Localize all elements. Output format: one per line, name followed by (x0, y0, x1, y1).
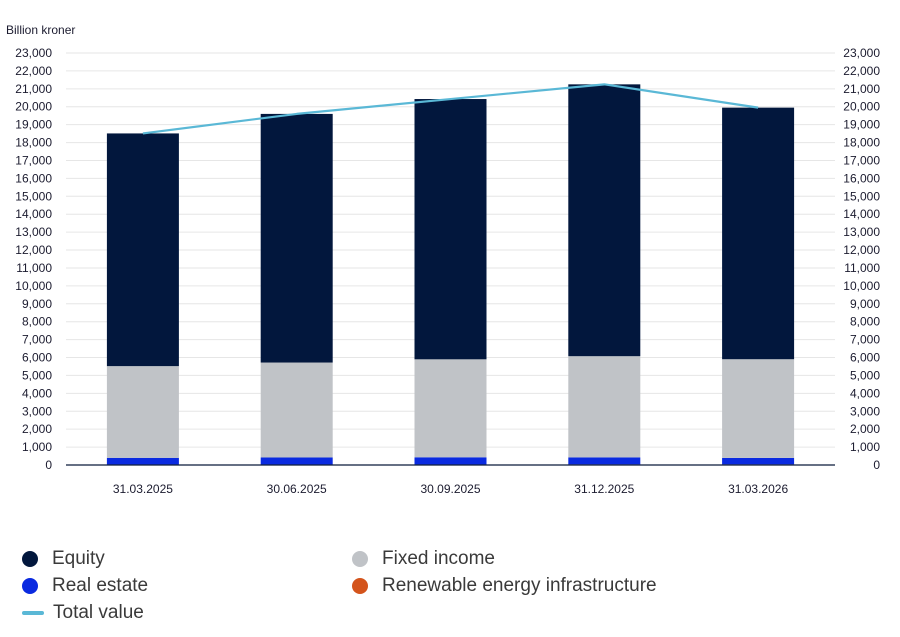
y-tick-label-right: 23,000 (843, 46, 880, 60)
equity-swatch (22, 551, 38, 567)
legend-item-fixed-income[interactable]: Fixed income (352, 548, 495, 570)
bar-segment-equity (106, 133, 179, 367)
stacked-bar-chart: Billion kroner 0 1,000 2,000 3,000 4,000 5,00… (6, 23, 880, 496)
y-tick-label-right: 2,000 (850, 422, 880, 436)
legend-label: Equity (52, 548, 105, 569)
bar-segment-fixed-income (722, 359, 795, 458)
y-tick-label-right: 12,000 (843, 243, 880, 257)
y-tick-label-right: 16,000 (843, 171, 880, 185)
y-tick-label-left: 5,000 (22, 368, 52, 382)
bars (66, 84, 835, 466)
legend-item-renewable-energy[interactable]: Renewable energy infrastructure (352, 575, 657, 597)
bar-segment-fixed-income (568, 356, 641, 458)
y-tick-label-right: 21,000 (843, 82, 880, 96)
y-tick-label-right: 15,000 (843, 189, 880, 203)
y-tick-label-right: 4,000 (850, 386, 880, 400)
bar-segment-fixed-income (260, 362, 333, 458)
y-tick-label-right: 22,000 (843, 64, 880, 78)
legend-label: Renewable energy infrastructure (382, 575, 657, 596)
y-ticks-right: 0 1,000 2,000 3,000 4,000 5,000 6,000 7,000 8,00… (843, 46, 880, 472)
y-tick-label-right: 14,000 (843, 207, 880, 221)
y-tick-label-right: 8,000 (850, 315, 880, 329)
bar-segment-real-estate (568, 457, 641, 465)
y-tick-label-left: 3,000 (22, 404, 52, 418)
y-tick-label-left: 21,000 (15, 82, 52, 96)
bar-segment-real-estate (106, 457, 179, 465)
total-value-swatch (22, 611, 44, 615)
total-value-line-path (142, 83, 759, 135)
legend-label: Fixed income (382, 548, 495, 569)
y-tick-label-left: 4,000 (22, 386, 52, 400)
bar-segment-equity (414, 99, 487, 360)
y-tick-label-left: 15,000 (15, 189, 52, 203)
bar-segment-equity (722, 107, 795, 360)
legend-label: Total value (53, 602, 144, 623)
renewable-energy-swatch (352, 578, 368, 594)
legend-item-equity[interactable]: Equity (22, 548, 105, 570)
x-tick-label: 31.03.2025 (113, 482, 173, 496)
y-axis-label: Billion kroner (6, 23, 75, 37)
y-tick-label-left: 22,000 (15, 64, 52, 78)
y-tick-label-right: 5,000 (850, 368, 880, 382)
y-tick-label-right: 3,000 (850, 404, 880, 418)
fixed-income-swatch (352, 551, 368, 567)
legend-label: Real estate (52, 575, 149, 596)
legend-item-total-value[interactable]: Total value (22, 602, 144, 624)
bar-segment-equity (260, 113, 333, 363)
y-tick-label-right: 18,000 (843, 136, 880, 150)
bar-segment-equity (568, 84, 641, 357)
y-tick-label-right: 9,000 (850, 297, 880, 311)
y-tick-label-right: 7,000 (850, 333, 880, 347)
y-tick-label-left: 14,000 (15, 207, 52, 221)
x-tick-label: 30.06.2025 (267, 482, 327, 496)
bar-segment-real-estate (414, 457, 487, 465)
y-tick-label-left: 19,000 (15, 118, 52, 132)
y-tick-label-left: 17,000 (15, 153, 52, 167)
y-tick-label-right: 11,000 (844, 261, 880, 275)
y-tick-label-left: 10,000 (15, 279, 52, 293)
y-tick-label-left: 23,000 (15, 46, 52, 60)
y-tick-label-left: 9,000 (22, 297, 52, 311)
y-tick-label-left: 0 (45, 458, 52, 472)
y-tick-label-right: 20,000 (843, 100, 880, 114)
y-tick-label-right: 0 (873, 458, 880, 472)
total-value-line (142, 83, 759, 135)
bar-segment-real-estate (722, 457, 795, 465)
y-tick-label-left: 7,000 (22, 333, 52, 347)
y-tick-label-left: 11,000 (16, 261, 52, 275)
y-tick-label-right: 10,000 (843, 279, 880, 293)
y-tick-label-right: 13,000 (843, 225, 880, 239)
y-tick-label-left: 6,000 (22, 351, 52, 365)
real-estate-swatch (22, 578, 38, 594)
y-tick-label-left: 8,000 (22, 315, 52, 329)
x-tick-label: 31.03.2026 (728, 482, 788, 496)
y-tick-label-left: 1,000 (22, 440, 52, 454)
x-tick-label: 30.09.2025 (420, 482, 480, 496)
y-tick-label-right: 1,000 (850, 440, 880, 454)
legend-item-real-estate[interactable]: Real estate (22, 575, 148, 597)
y-tick-label-left: 13,000 (15, 225, 52, 239)
y-tick-label-right: 17,000 (843, 153, 880, 167)
y-ticks-left: 0 1,000 2,000 3,000 4,000 5,000 6,000 7,000 8,00… (15, 46, 52, 472)
y-tick-label-left: 12,000 (15, 243, 52, 257)
x-tick-label: 31.12.2025 (574, 482, 634, 496)
y-tick-label-right: 19,000 (843, 118, 880, 132)
y-tick-label-right: 6,000 (850, 351, 880, 365)
y-tick-label-left: 16,000 (15, 171, 52, 185)
y-tick-label-left: 18,000 (15, 136, 52, 150)
bar-segment-real-estate (260, 457, 333, 465)
y-tick-label-left: 2,000 (22, 422, 52, 436)
x-ticks: 31.03.2025 30.06.2025 30.09.2025 31.12.2025… (113, 482, 789, 496)
bar-segment-fixed-income (414, 359, 487, 458)
y-tick-label-left: 20,000 (15, 100, 52, 114)
bar-segment-fixed-income (106, 366, 179, 458)
